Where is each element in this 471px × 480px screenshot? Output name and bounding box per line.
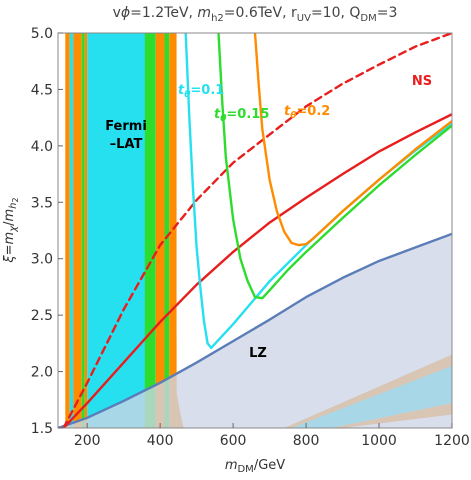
lz-label: LZ: [249, 346, 267, 361]
x-tick-label: 800: [293, 433, 320, 449]
y-tick-label: 3.0: [31, 252, 53, 268]
lz-region: [58, 233, 452, 428]
axis-ticks: 200 400 600 800 1000 1200 1.5 2.0 2.5 3.0 3.5 4.0 4.…: [31, 26, 470, 449]
x-tick-label: 1000: [361, 433, 397, 449]
y-tick-label: 3.5: [31, 195, 53, 211]
x-tick-label: 600: [220, 433, 247, 449]
series-ns-dashed: [62, 33, 452, 428]
x-tick-label: 1200: [434, 433, 470, 449]
exclusion-strip: [84, 33, 88, 428]
y-tick-label: 4.5: [31, 82, 53, 98]
exclusion-strip: [169, 33, 177, 428]
y-tick-label: 5.0: [31, 26, 53, 42]
t-theta-0.15-label: tθ=0.15: [214, 107, 269, 124]
series-t-0-2: [253, 33, 452, 247]
y-tick-label: 2.5: [31, 308, 53, 324]
y-tick-label: 2.0: [31, 365, 53, 381]
exclusion-strip: [73, 33, 82, 428]
plot-frame: [57, 32, 453, 429]
exclusion-strip: [69, 33, 74, 428]
lz-excluded-area: [58, 233, 452, 428]
y-axis-title: ξ=mχ/mh2: [2, 197, 20, 263]
annotations: Fermi –LAT LZ NS tθ=0.1 tθ=0.15 tθ=0.2: [105, 74, 432, 361]
exclusion-strip: [164, 33, 170, 428]
x-tick-label: 400: [147, 433, 174, 449]
t-theta-0.2-label: tθ=0.2: [284, 104, 330, 121]
chart-title: vϕ=1.2TeV, mh2=0.6TeV, rUV=10, QDM=3: [113, 5, 398, 24]
curves: [58, 33, 452, 428]
t-theta-0.1-label: tθ=0.1: [178, 83, 224, 100]
y-tick-label: 4.0: [31, 139, 53, 155]
exclusion-strip: [65, 33, 70, 428]
exclusion-strip: [81, 33, 85, 428]
ns-label: NS: [412, 74, 432, 89]
exclusion-strip: [155, 33, 165, 428]
x-tick-label: 200: [74, 433, 101, 449]
series-t-0-15: [217, 33, 452, 300]
x-axis-title: mDM/GeV: [225, 458, 285, 475]
series-red-solid: [62, 113, 452, 428]
plot-area: [58, 33, 452, 428]
y-tick-label: 1.5: [31, 421, 53, 437]
exclusion-strip: [144, 33, 156, 428]
fermi-lat-region: [87, 33, 146, 428]
fermi-lat-label: Fermi –LAT: [105, 119, 147, 152]
series-lz-bound: [58, 232, 452, 428]
